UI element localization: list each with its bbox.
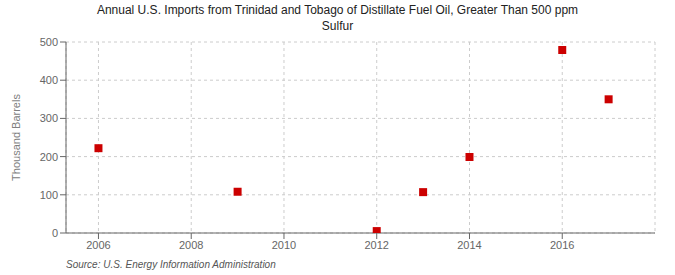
svg-text:Thousand Barrels: Thousand Barrels	[10, 94, 22, 181]
html-text:Source: U.S. Energy Informatio: Source: U.S. Energy Information Administ…	[66, 259, 276, 270]
svg-text:2016: 2016	[550, 239, 574, 251]
svg-text:500: 500	[40, 36, 58, 48]
svg-text:2008: 2008	[179, 239, 203, 251]
svg-text:2012: 2012	[364, 239, 388, 251]
html-text:Sulfur: Sulfur	[321, 19, 354, 33]
svg-text:2014: 2014	[457, 239, 481, 251]
svg-text:400: 400	[40, 74, 58, 86]
svg-text:0: 0	[52, 227, 58, 239]
svg-text:2006: 2006	[86, 239, 110, 251]
svg-text:2010: 2010	[272, 239, 296, 251]
svg-text:100: 100	[40, 189, 58, 201]
svg-text:300: 300	[40, 112, 58, 124]
svg-text:200: 200	[40, 151, 58, 163]
html-text:Annual U.S. Imports from Trini: Annual U.S. Imports from Trinidad and To…	[96, 3, 579, 17]
